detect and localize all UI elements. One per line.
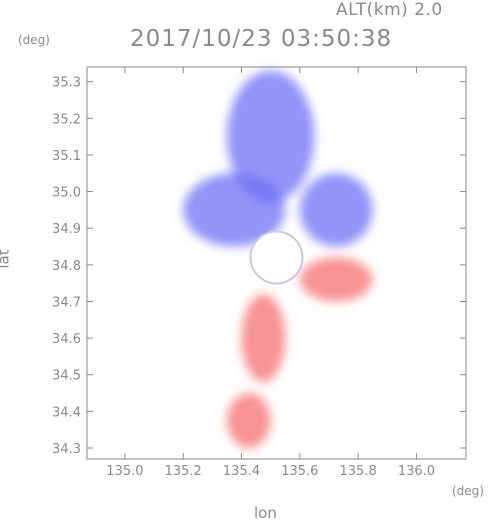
x-tick-label: 136.0 xyxy=(398,464,435,479)
y-tick-label: 34.9 xyxy=(52,222,81,237)
x-tick-label: 135.2 xyxy=(165,464,202,479)
echo-region-positive xyxy=(226,393,271,449)
y-axis-ticks: 34.3 34.4 34.5 34.6 34.7 34.8 34.9 35.0 35.1 35.2… xyxy=(52,76,466,457)
echo-region-positive xyxy=(241,294,286,383)
echo-region-negative xyxy=(183,173,286,247)
echo-region-negative xyxy=(226,70,315,203)
radar-ring xyxy=(249,230,304,285)
y-tick-label: 34.6 xyxy=(52,332,81,347)
y-tick-label: 34.5 xyxy=(52,369,81,384)
x-unit-label: (deg) xyxy=(452,484,484,498)
echo-region-positive xyxy=(299,257,373,302)
x-tick-label: 135.4 xyxy=(223,464,260,479)
y-tick-label: 34.8 xyxy=(52,259,81,274)
y-tick-label: 34.7 xyxy=(52,295,81,310)
plot-frame xyxy=(86,66,467,460)
x-axis-label: lon xyxy=(254,504,277,522)
radar-blind-zone xyxy=(249,230,304,285)
y-tick-label: 34.3 xyxy=(52,442,81,457)
timestamp-title: 2017/10/23 03:50:38 xyxy=(130,26,393,52)
y-tick-label: 35.2 xyxy=(52,112,81,127)
x-axis-ticks: 135.0 135.2 135.4 135.6 135.8 136.0 xyxy=(106,67,435,479)
echo-region-negative xyxy=(299,173,373,247)
y-tick-label: 34.4 xyxy=(52,405,81,420)
echo-field xyxy=(183,70,373,449)
y-unit-label: (deg) xyxy=(18,33,50,47)
x-tick-label: 135.0 xyxy=(106,464,143,479)
y-tick-label: 35.3 xyxy=(52,76,81,91)
x-tick-label: 135.8 xyxy=(340,464,377,479)
x-tick-label: 135.6 xyxy=(281,464,318,479)
y-tick-label: 35.1 xyxy=(52,149,81,164)
altitude-label: ALT(km) 2.0 xyxy=(336,0,443,20)
y-tick-label: 35.0 xyxy=(52,186,81,201)
